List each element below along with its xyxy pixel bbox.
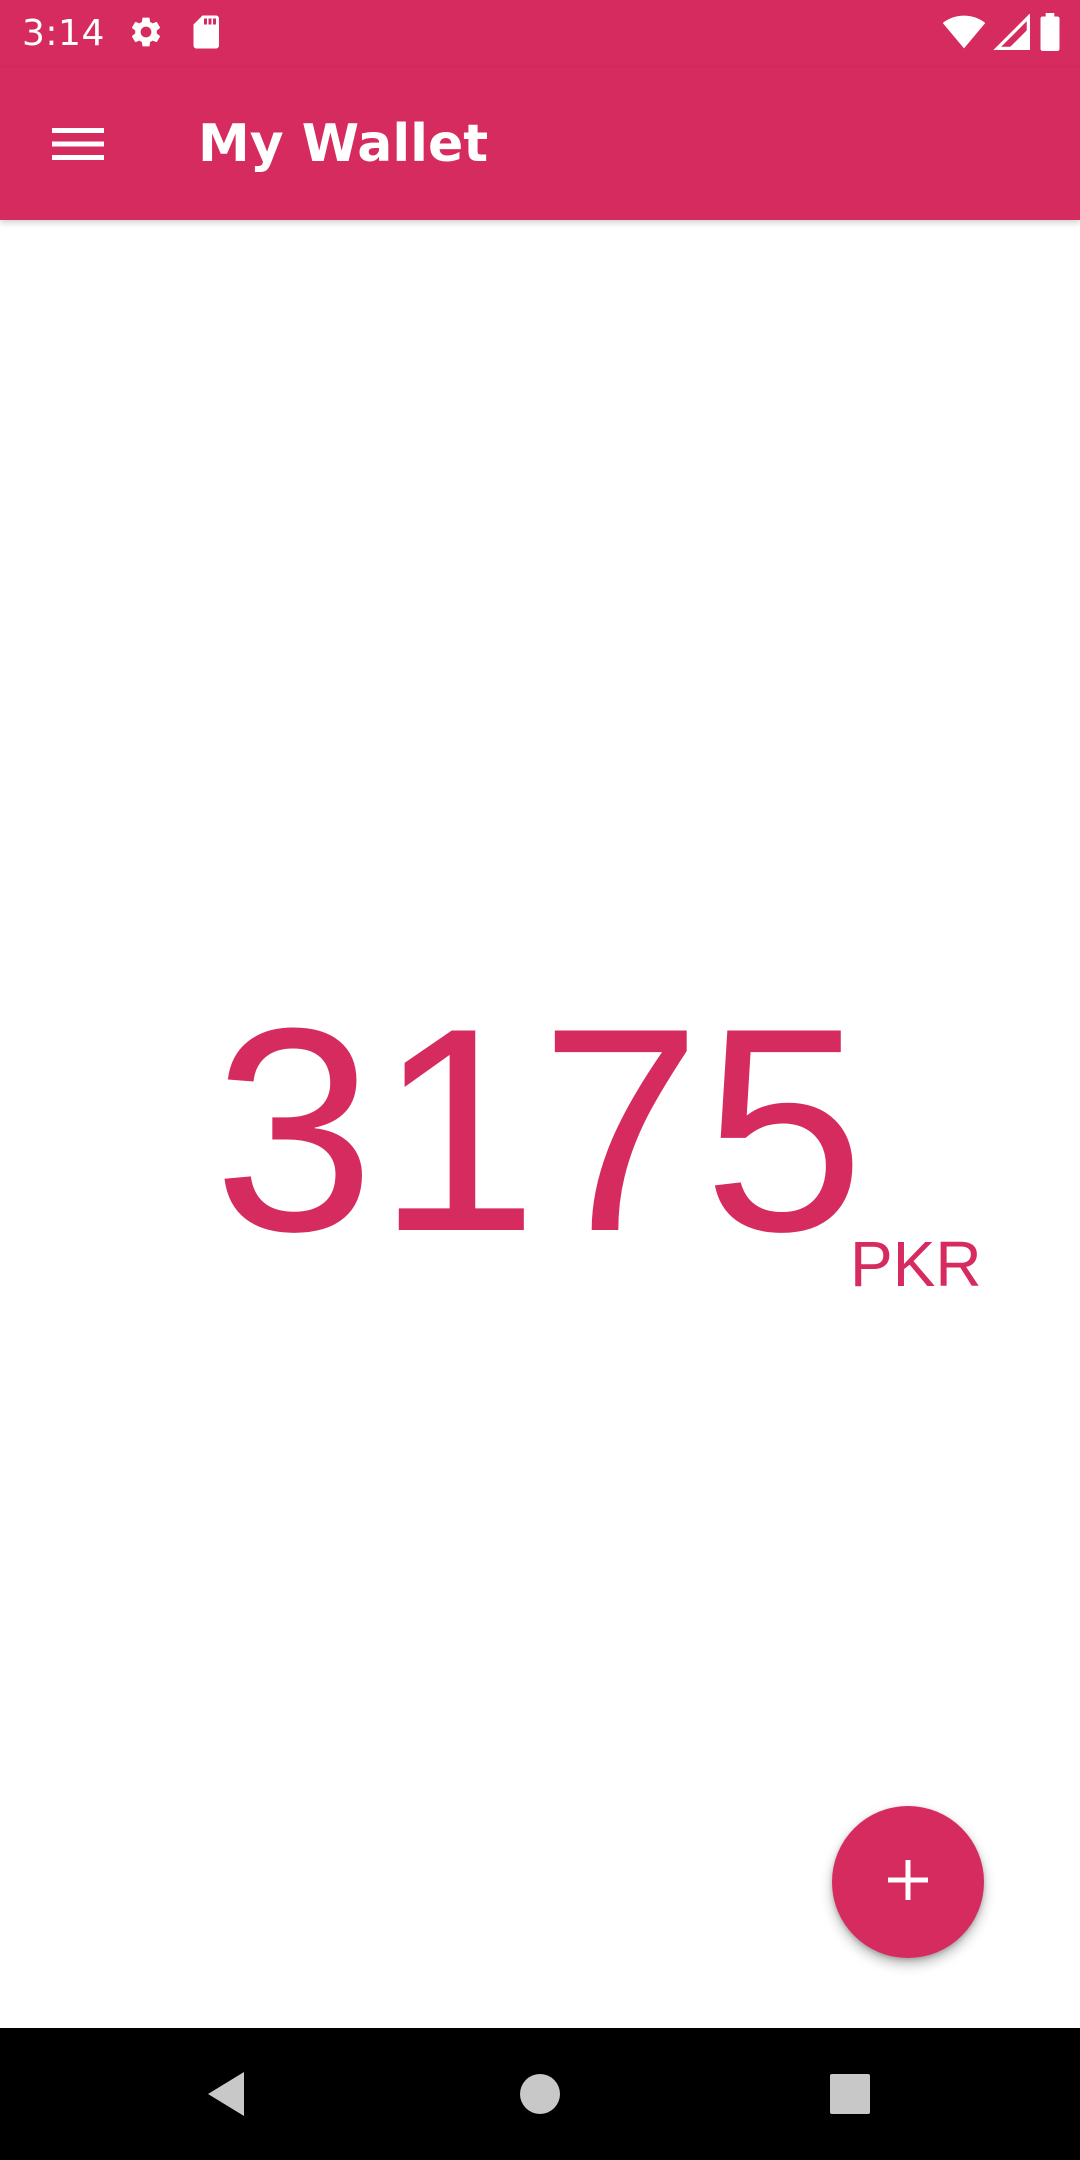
balance-amount: 3175 xyxy=(213,968,867,1292)
balance-currency: PKR xyxy=(850,1228,982,1300)
status-time: 3:14 xyxy=(22,13,105,54)
navigation-bar xyxy=(0,2028,1080,2160)
wifi-icon xyxy=(942,14,986,54)
status-left-icons xyxy=(128,14,224,54)
status-right-icons xyxy=(942,13,1062,55)
gear-icon xyxy=(128,14,164,54)
add-transaction-button[interactable] xyxy=(832,1806,984,1958)
plus-icon xyxy=(886,1858,930,1906)
back-icon[interactable] xyxy=(186,2054,266,2134)
sd-card-icon xyxy=(190,14,224,54)
page-title: My Wallet xyxy=(198,114,489,174)
hamburger-menu-icon[interactable] xyxy=(38,108,118,180)
signal-icon xyxy=(992,13,1032,54)
battery-icon xyxy=(1038,13,1062,55)
app-bar: My Wallet xyxy=(0,68,1080,220)
home-icon[interactable] xyxy=(500,2054,580,2134)
recents-icon[interactable] xyxy=(810,2054,890,2134)
status-bar: 3:14 xyxy=(0,0,1080,68)
